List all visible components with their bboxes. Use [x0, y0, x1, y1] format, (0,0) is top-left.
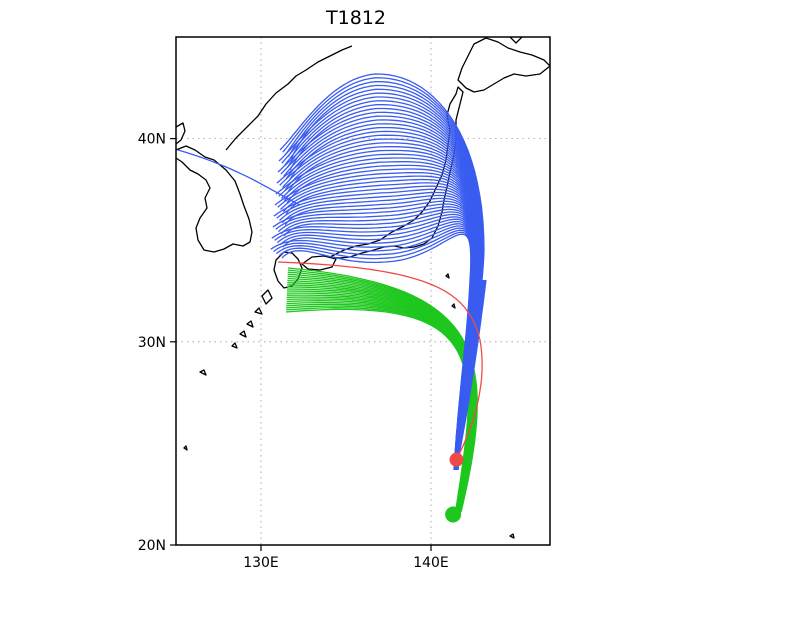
blue-member-track [282, 223, 473, 471]
map-frame [175, 36, 551, 546]
ensemble-start-marker [445, 506, 462, 523]
honshu-coast [329, 86, 464, 259]
green-member-track [286, 303, 471, 515]
green-member-track [287, 267, 478, 513]
best-track-line [277, 261, 483, 461]
blue-member-track [271, 213, 474, 471]
blue-core-track [457, 279, 487, 461]
izu-islands [445, 273, 456, 309]
sakhalin-coast [509, 37, 523, 44]
blue-member-track [276, 218, 474, 471]
lat-tick-label: 40N [138, 132, 166, 148]
green-member-track [286, 305, 470, 515]
lat-tick-label: 20N [138, 538, 166, 554]
green-member-track [285, 308, 469, 516]
lon-tick-label: 140E [413, 555, 449, 571]
green-member-track [286, 301, 471, 515]
blue-member-track [278, 231, 472, 471]
green-ensemble-tracks [285, 267, 478, 516]
green-member-track [287, 279, 476, 514]
shikoku-coast [301, 255, 337, 271]
hokkaido-coast [457, 37, 550, 93]
blue-member-track [286, 164, 478, 471]
latitude-labels: 20N 30N 40N [138, 132, 176, 554]
lat-tick-label: 30N [138, 335, 166, 351]
lon-tick-label: 130E [243, 555, 279, 571]
ryukyu-islands [231, 289, 273, 349]
blue-member-track [177, 149, 301, 206]
green-member-track [286, 294, 473, 515]
map-panel [176, 37, 550, 545]
taiwan-islands [183, 369, 207, 451]
manchuria-coast [225, 45, 353, 151]
map-title: T1812 [325, 7, 386, 29]
longitude-labels: 130E 140E [243, 545, 449, 571]
observed-start-marker [449, 452, 464, 467]
green-member-track [287, 277, 476, 513]
marcus-island [509, 533, 515, 539]
blue-member-track [276, 229, 472, 471]
china-coast [176, 122, 186, 145]
green-member-track [286, 307, 470, 516]
graticule [176, 37, 550, 545]
blue-ensemble-tracks [177, 73, 487, 471]
coastline [176, 37, 550, 539]
